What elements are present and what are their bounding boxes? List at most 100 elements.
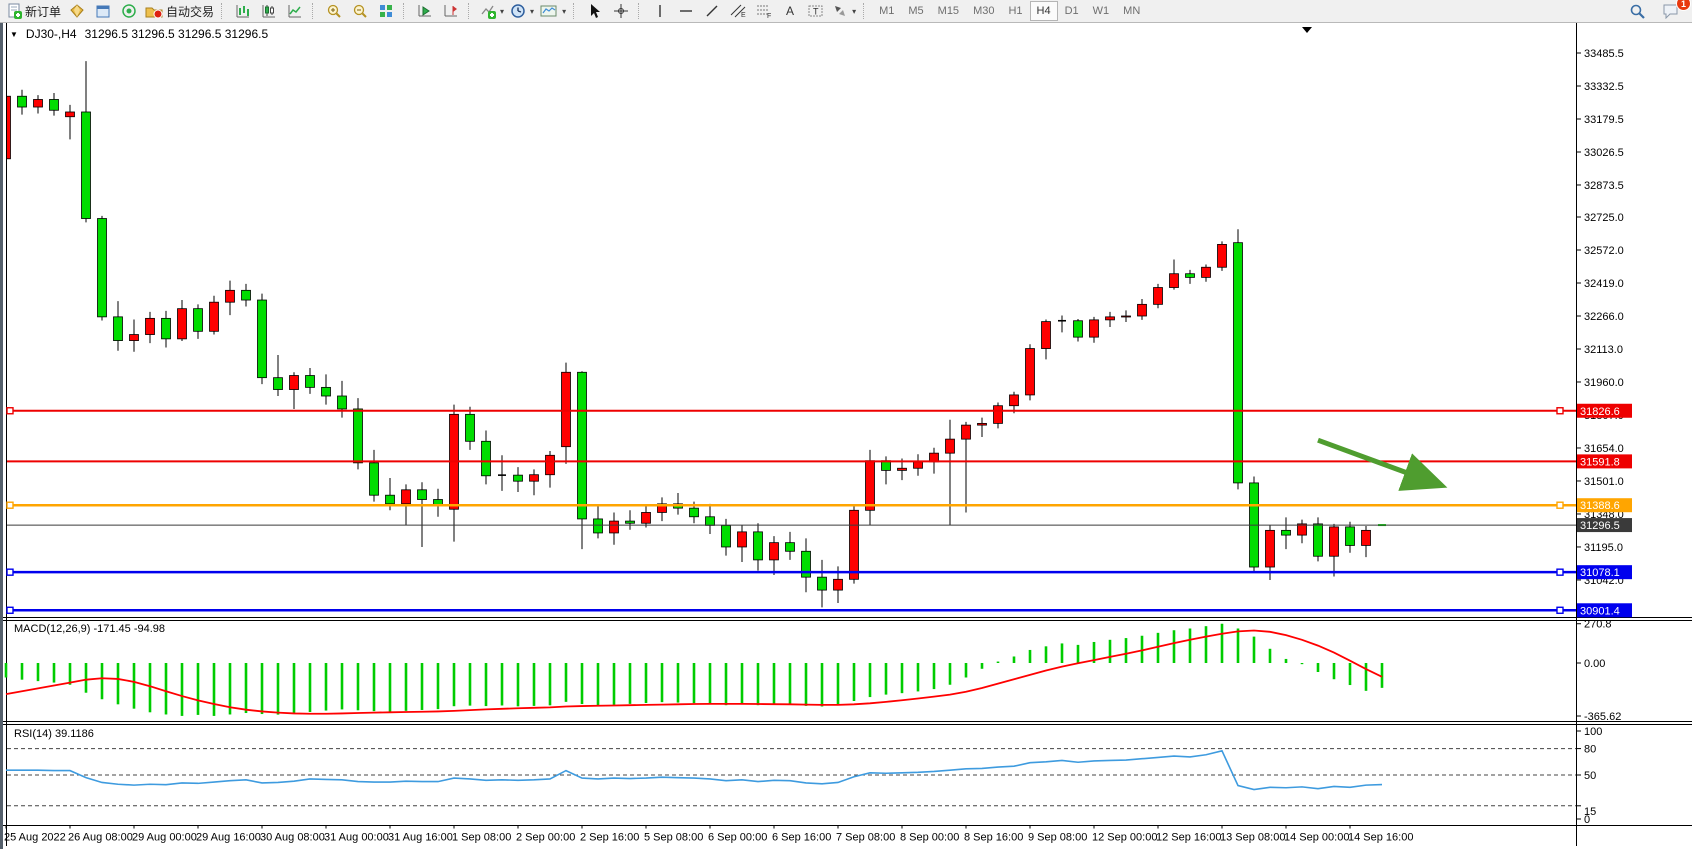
time-label: 26 Aug 08:00 — [68, 832, 133, 844]
chart-shift-icon — [444, 5, 458, 17]
tab-m5[interactable]: M5 — [908, 5, 924, 17]
bull-candle-b70 — [1121, 315, 1131, 318]
time-label: 6 Sep 00:00 — [708, 832, 767, 844]
tab-d1[interactable]: D1 — [1064, 5, 1079, 17]
zoom-out-button[interactable] — [347, 1, 373, 21]
bull-candle-b62 — [993, 405, 1003, 424]
hline-handle-right-31388.6[interactable] — [1556, 501, 1564, 509]
chart-shift-button[interactable] — [438, 1, 464, 21]
hline-icon — [680, 10, 693, 12]
hline-handle-left-30901.4[interactable] — [6, 606, 14, 614]
crosshair-icon — [614, 4, 629, 18]
channel-icon: E — [730, 4, 746, 19]
tab-mn[interactable]: MN — [1123, 5, 1141, 17]
diamond-button[interactable] — [64, 1, 90, 21]
bull-candle-b71 — [1137, 303, 1147, 317]
price-chart[interactable]: 33485.5 33332.5 33179.5 33026.5 32873.5 32725… — [0, 23, 1692, 849]
cursor-button[interactable] — [582, 1, 608, 21]
clock-button[interactable]: ▾ — [507, 1, 537, 21]
diamond-icon — [70, 4, 84, 18]
signal-icon — [122, 4, 136, 18]
bull-candle-b0 — [7, 95, 11, 160]
trendline-button[interactable] — [699, 1, 725, 21]
autotrading-button[interactable]: 自动交易 — [142, 1, 217, 21]
auto-scroll-button[interactable] — [412, 1, 438, 21]
toolbar-separator — [638, 3, 643, 19]
rsi-tick: 100 — [1584, 726, 1602, 738]
tab-m15[interactable]: M15 — [937, 5, 960, 17]
price-tick: 32419.0 — [1584, 278, 1624, 290]
hline-price-label: 31826.6 — [1580, 406, 1620, 418]
notification-badge: 1 — [1676, 0, 1691, 11]
search-button[interactable] — [1624, 1, 1650, 21]
chat-button[interactable]: 1 — [1658, 0, 1691, 21]
tab-h1[interactable]: H1 — [1008, 5, 1023, 17]
chart-line-button[interactable] — [282, 1, 308, 21]
zoom-in-button[interactable] — [321, 1, 347, 21]
symbol-period-label: DJ30-,H4 — [25, 27, 77, 41]
hline-handle-right-31826.6[interactable] — [1556, 407, 1564, 415]
hline-handle-left-31078.1[interactable] — [6, 568, 14, 576]
text-button[interactable]: A — [777, 1, 803, 21]
chart-title: ▼ DJ30-,H4 31296.5 31296.5 31296.5 31296… — [10, 27, 268, 41]
price-tick: 31501.0 — [1584, 476, 1624, 488]
drawn-arrow[interactable] — [1317, 437, 1448, 491]
template-button[interactable]: ▾ — [537, 1, 569, 21]
tile-windows-button[interactable] — [373, 1, 399, 21]
time-label: 31 Aug 16:00 — [388, 832, 453, 844]
search-icon — [1630, 4, 1645, 19]
autotrade-icon — [145, 7, 163, 19]
bear-candle-b16 — [257, 299, 267, 379]
bull-candle-b72 — [1153, 287, 1163, 305]
signal-button[interactable] — [116, 1, 142, 21]
new-order-button[interactable]: 新订单 — [3, 1, 64, 21]
arrows-icon — [835, 6, 846, 16]
bull-candle-b57 — [913, 461, 923, 469]
tab-m1[interactable]: M1 — [879, 5, 895, 17]
hline-handle-left-31388.6[interactable] — [6, 501, 14, 509]
bull-candle-b9 — [145, 317, 155, 335]
hline-handle-left-31826.6[interactable] — [6, 407, 14, 415]
rsi-tick: 0 — [1584, 814, 1590, 826]
collapse-triangle-icon[interactable]: ▼ — [10, 29, 18, 39]
bull-candle-b56 — [897, 467, 907, 471]
arrows-button[interactable]: ▾ — [829, 1, 859, 21]
bull-candle-b46 — [737, 531, 747, 548]
tab-w1[interactable]: W1 — [1092, 5, 1110, 17]
hline-handle-right-31078.1[interactable] — [1556, 568, 1564, 576]
tab-m30[interactable]: M30 — [973, 5, 995, 17]
bear-candle-b45 — [721, 524, 731, 548]
autotrade-label: 自动交易 — [166, 4, 215, 19]
bear-candle-b1 — [17, 95, 27, 108]
bull-candle-b33 — [529, 474, 539, 482]
toolbar-separator — [403, 3, 408, 19]
channel-button[interactable]: E — [725, 1, 751, 21]
hline-price-flag — [1577, 498, 1632, 513]
horizontal-line-button[interactable] — [673, 1, 699, 21]
bear-candle-b30 — [481, 440, 491, 477]
zoom-in-icon — [327, 4, 341, 18]
bull-candle-b59 — [945, 438, 955, 454]
bear-candle-b39 — [625, 520, 635, 524]
chevron-down-icon: ▾ — [500, 6, 505, 16]
fibonacci-button[interactable]: F — [751, 1, 777, 21]
indicators-button[interactable]: ▾ — [477, 1, 507, 21]
bear-candle-b5 — [81, 111, 91, 219]
chart-line-icon — [288, 5, 302, 18]
vertical-line-button[interactable] — [647, 1, 673, 21]
chart-bars-button[interactable] — [230, 1, 256, 21]
text-label-button[interactable]: T — [803, 1, 829, 21]
bull-candle-b64 — [1025, 348, 1035, 396]
time-label: 14 Sep 00:00 — [1284, 832, 1349, 844]
time-label: 30 Aug 08:00 — [260, 832, 325, 844]
bull-candle-b75 — [1201, 266, 1211, 278]
bull-candle-b25 — [401, 489, 411, 505]
time-label: 6 Sep 16:00 — [772, 832, 831, 844]
tab-h4[interactable]: H4 — [1029, 1, 1058, 21]
crosshair-button[interactable] — [608, 1, 634, 21]
cursor-icon — [591, 4, 601, 18]
chart-candles-button[interactable] — [256, 1, 282, 21]
hline-handle-right-30901.4[interactable] — [1556, 606, 1564, 614]
trendline-icon — [706, 5, 718, 17]
window-button[interactable] — [90, 1, 116, 21]
